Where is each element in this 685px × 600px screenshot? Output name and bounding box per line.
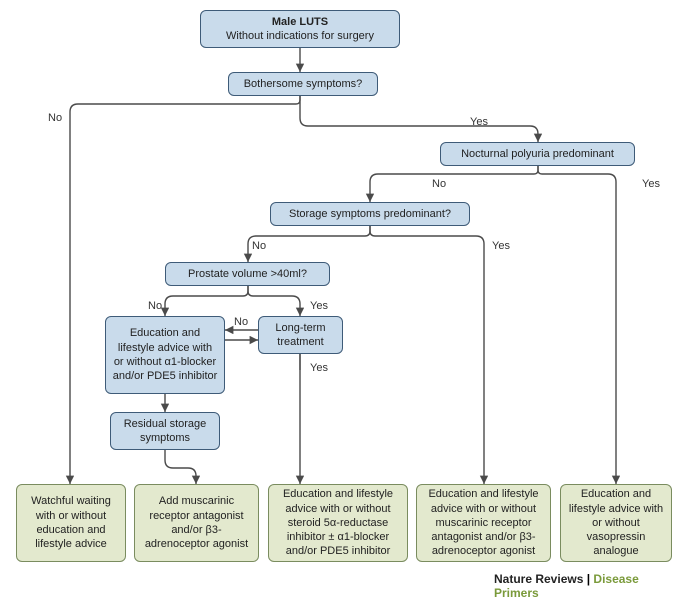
label-q1-no: No — [48, 112, 62, 124]
node-q4: Prostate volume >40ml? — [165, 262, 330, 286]
label-t2-no: No — [234, 316, 248, 328]
node-o2: Add muscarinic receptor antagonist and/o… — [134, 484, 259, 562]
credit-line: Nature Reviews | Disease Primers — [494, 572, 685, 600]
node-start: Male LUTS Without indications for surger… — [200, 10, 400, 48]
flowchart-canvas: Male LUTS Without indications for surger… — [0, 0, 685, 595]
label-q2-no: No — [432, 178, 446, 190]
label-q3-no: No — [252, 240, 266, 252]
label-q4-no: No — [148, 300, 162, 312]
label-q3-yes: Yes — [492, 240, 510, 252]
node-q1: Bothersome symptoms? — [228, 72, 378, 96]
start-subtitle: Without indications for surgery — [226, 29, 374, 43]
node-o4: Education and lifestyle advice with or w… — [416, 484, 551, 562]
node-o5: Education and lifestyle advice with or w… — [560, 484, 672, 562]
start-title: Male LUTS — [226, 15, 374, 29]
node-o3: Education and lifestyle advice with or w… — [268, 484, 408, 562]
node-o1: Watchful waiting with or without educati… — [16, 484, 126, 562]
label-t2-yes: Yes — [310, 362, 328, 374]
label-q1-yes: Yes — [470, 116, 488, 128]
node-t1: Education and lifestyle advice with or w… — [105, 316, 225, 394]
node-t2: Long-term treatment — [258, 316, 343, 354]
credit-sep: | — [583, 572, 593, 586]
label-q4-yes: Yes — [310, 300, 328, 312]
node-t3: Residual storage symptoms — [110, 412, 220, 450]
node-q3: Storage symptoms predominant? — [270, 202, 470, 226]
node-q2: Nocturnal polyuria predominant — [440, 142, 635, 166]
credit-nature-reviews: Nature Reviews — [494, 572, 583, 586]
label-q2-yes: Yes — [642, 178, 660, 190]
